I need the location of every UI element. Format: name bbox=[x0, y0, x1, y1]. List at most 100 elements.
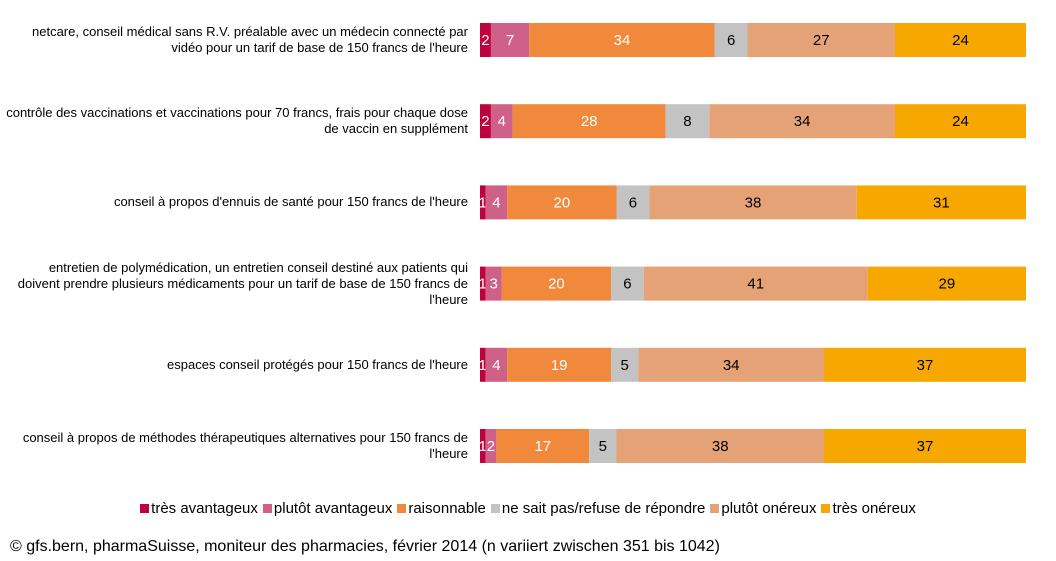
value-label: 20 bbox=[554, 194, 571, 211]
value-label: 34 bbox=[723, 357, 740, 374]
bar-segment bbox=[480, 104, 491, 139]
legend-swatch bbox=[821, 504, 831, 513]
value-label: 29 bbox=[938, 276, 955, 293]
legend-item: raisonnable bbox=[397, 500, 486, 517]
value-label: 6 bbox=[727, 32, 735, 49]
legend-label: ne sait pas/refuse de répondre bbox=[501, 500, 706, 517]
source: © gfs.bern, pharmaSuisse, moniteur des p… bbox=[10, 538, 720, 555]
bar-segment bbox=[501, 266, 612, 301]
value-label: 27 bbox=[813, 32, 830, 49]
value-label: 4 bbox=[498, 113, 506, 130]
legend-label: très onéreux bbox=[832, 500, 916, 517]
value-label: 2 bbox=[487, 438, 495, 455]
legend-swatch bbox=[490, 504, 500, 513]
bar-segment bbox=[638, 347, 824, 382]
bar-segment bbox=[485, 266, 502, 301]
bar-segment bbox=[485, 347, 508, 382]
bar-segment bbox=[485, 185, 508, 220]
bar-segment bbox=[480, 266, 486, 301]
value-label: 1 bbox=[479, 438, 487, 455]
value-label: 1 bbox=[479, 194, 487, 211]
bar-segment bbox=[747, 23, 895, 57]
legend-label: plutôt avantageux bbox=[273, 500, 393, 517]
bar-segment bbox=[485, 429, 497, 463]
value-label: 24 bbox=[952, 32, 969, 49]
legend-item: très avantageux bbox=[140, 500, 258, 517]
legend-item: plutôt onéreux bbox=[710, 500, 816, 517]
value-label: 2 bbox=[481, 32, 489, 49]
value-label: 17 bbox=[534, 438, 551, 455]
value-label: 34 bbox=[614, 32, 631, 49]
bar-segment bbox=[616, 185, 650, 220]
bar-segment bbox=[480, 347, 486, 382]
value-label: 34 bbox=[794, 113, 811, 130]
value-label: 38 bbox=[712, 438, 729, 455]
value-label: 6 bbox=[629, 194, 637, 211]
bar-segment bbox=[894, 104, 1026, 139]
value-label: 41 bbox=[747, 276, 764, 293]
category-label: netcare, conseil médical sans R.V. préal… bbox=[32, 24, 468, 55]
bar-segment bbox=[714, 23, 748, 57]
legend-item: ne sait pas/refuse de répondre bbox=[490, 500, 706, 517]
category-label: conseil à propos de méthodes thérapeutiq… bbox=[22, 430, 468, 461]
category-label: espaces conseil protégés pour 150 francs… bbox=[167, 356, 468, 372]
bar-segment bbox=[823, 429, 1026, 463]
bar-segment bbox=[611, 347, 639, 382]
bar-segment bbox=[480, 185, 486, 220]
value-label: 24 bbox=[952, 113, 969, 130]
value-label: 37 bbox=[917, 357, 934, 374]
value-label: 5 bbox=[621, 357, 629, 374]
value-label: 7 bbox=[506, 32, 514, 49]
value-label: 1 bbox=[479, 357, 487, 374]
legend-swatch bbox=[710, 504, 720, 513]
category-label: conseil à propos d'ennuis de santé pour … bbox=[113, 194, 468, 210]
value-label: 19 bbox=[551, 357, 568, 374]
bar-segment bbox=[856, 185, 1026, 220]
value-label: 2 bbox=[481, 113, 489, 130]
bar-segment bbox=[709, 104, 895, 139]
bar-segment bbox=[589, 429, 617, 463]
bar-segment bbox=[490, 104, 513, 139]
bar-segment bbox=[529, 23, 715, 57]
value-label: 4 bbox=[492, 357, 500, 374]
value-label: 3 bbox=[489, 276, 497, 293]
value-label: 1 bbox=[479, 276, 487, 293]
category-label: entretien de polymédication, un entretie… bbox=[17, 259, 468, 307]
bar-segment bbox=[665, 104, 710, 139]
bar-segment bbox=[867, 266, 1026, 301]
legend-swatch bbox=[140, 504, 150, 513]
value-label: 37 bbox=[917, 438, 934, 455]
legend-item: très onéreux bbox=[821, 500, 916, 517]
bar-segment bbox=[480, 23, 491, 57]
value-label: 5 bbox=[599, 438, 607, 455]
bar-segment bbox=[649, 185, 857, 220]
bar-segment bbox=[823, 347, 1026, 382]
value-label: 38 bbox=[745, 194, 762, 211]
bar-segment bbox=[480, 429, 486, 463]
legend-label: raisonnable bbox=[408, 500, 486, 517]
bar-segment bbox=[611, 266, 644, 301]
value-label: 8 bbox=[683, 113, 691, 130]
bar-segment bbox=[643, 266, 868, 301]
value-label: 28 bbox=[581, 113, 598, 130]
value-label: 20 bbox=[548, 276, 565, 293]
legend-swatch bbox=[262, 504, 272, 513]
bar-segment bbox=[512, 104, 666, 139]
value-label: 31 bbox=[933, 194, 950, 211]
legend-label: très avantageux bbox=[151, 500, 258, 517]
legend-label: plutôt onéreux bbox=[721, 500, 817, 517]
bar-segment bbox=[496, 429, 590, 463]
value-label: 4 bbox=[492, 194, 500, 211]
legend-item: plutôt avantageux bbox=[262, 500, 393, 517]
bar-segment bbox=[507, 347, 612, 382]
legend-swatch bbox=[397, 504, 407, 513]
bar-segment bbox=[490, 23, 530, 57]
bar-segment bbox=[894, 23, 1026, 57]
value-label: 6 bbox=[623, 276, 631, 293]
bar-segment bbox=[507, 185, 617, 220]
category-label: contrôle des vaccinations et vaccination… bbox=[6, 105, 468, 137]
legend: très avantageux plutôt avantageux raisonna… bbox=[0, 500, 1056, 517]
bar-segment bbox=[616, 429, 824, 463]
